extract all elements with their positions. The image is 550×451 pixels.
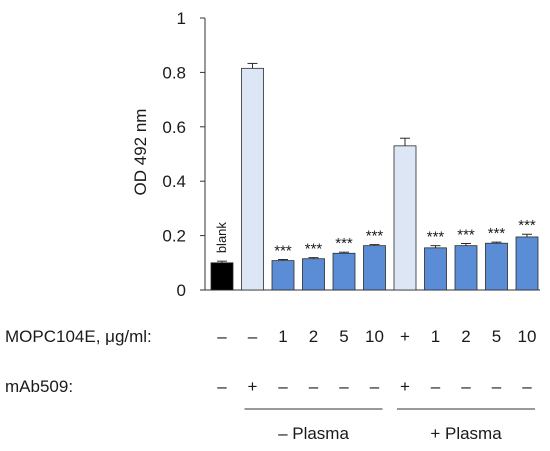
bar bbox=[515, 236, 539, 291]
significance-label: *** bbox=[427, 229, 445, 246]
row-value: – bbox=[309, 377, 319, 396]
group-label: + Plasma bbox=[430, 424, 502, 443]
bar-label: blank bbox=[214, 222, 229, 254]
bar bbox=[454, 245, 478, 291]
row-value: 2 bbox=[309, 327, 318, 346]
row-label: MOPC104E, μg/ml: bbox=[5, 327, 152, 346]
bar bbox=[424, 247, 447, 291]
y-tick-label: 0.4 bbox=[162, 172, 186, 191]
bar bbox=[363, 245, 386, 291]
row-value: – bbox=[461, 377, 471, 396]
significance-label: *** bbox=[274, 243, 292, 260]
group-label: – Plasma bbox=[278, 424, 349, 443]
row-value: – bbox=[522, 377, 532, 396]
y-tick-label: 1 bbox=[177, 9, 186, 28]
row-value: 1 bbox=[431, 327, 440, 346]
row-value: 5 bbox=[492, 327, 501, 346]
bar bbox=[271, 260, 295, 291]
row-value: 5 bbox=[339, 327, 348, 346]
bar bbox=[393, 145, 417, 291]
y-tick-label: 0.2 bbox=[162, 227, 186, 246]
row-value: + bbox=[248, 377, 258, 396]
row-value: + bbox=[400, 327, 410, 346]
row-value: – bbox=[492, 377, 502, 396]
bar bbox=[241, 67, 264, 291]
bar bbox=[210, 262, 234, 291]
row-value: – bbox=[248, 327, 258, 346]
row-value: – bbox=[431, 377, 441, 396]
row-value: – bbox=[339, 377, 349, 396]
significance-label: *** bbox=[305, 241, 323, 258]
y-tick-label: 0.8 bbox=[162, 63, 186, 82]
row-value: – bbox=[370, 377, 380, 396]
row-label: mAb509: bbox=[5, 377, 73, 396]
significance-label: *** bbox=[488, 225, 506, 242]
significance-label: *** bbox=[457, 226, 475, 243]
row-value: – bbox=[217, 377, 227, 396]
significance-label: *** bbox=[518, 217, 536, 234]
bar bbox=[332, 252, 356, 291]
y-tick-label: 0 bbox=[177, 281, 186, 300]
row-value: 10 bbox=[365, 327, 384, 346]
row-value: + bbox=[400, 377, 410, 396]
row-value: 1 bbox=[278, 327, 287, 346]
significance-label: *** bbox=[366, 228, 384, 245]
significance-label: *** bbox=[335, 235, 353, 252]
bar bbox=[302, 258, 325, 291]
row-value: – bbox=[217, 327, 227, 346]
bar bbox=[485, 242, 508, 291]
y-axis-label: OD 492 nm bbox=[131, 109, 150, 196]
row-value: 2 bbox=[461, 327, 470, 346]
row-value: – bbox=[278, 377, 288, 396]
y-tick-label: 0.6 bbox=[162, 118, 186, 137]
row-value: 10 bbox=[518, 327, 537, 346]
